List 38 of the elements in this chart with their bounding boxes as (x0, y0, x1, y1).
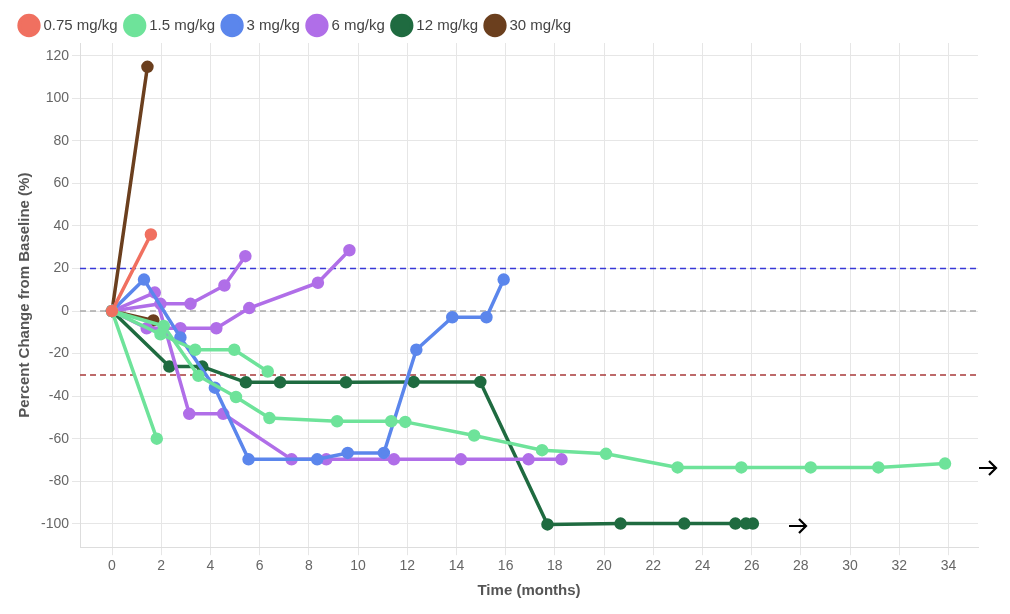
x-tick-label: 8 (304, 557, 313, 574)
x-tick-label: 16 (497, 557, 514, 574)
x-tick-label: 26 (743, 557, 760, 574)
x-tick-label: 0 (108, 557, 117, 574)
x-tick-label: 2 (157, 557, 166, 574)
x-tick-label: 6 (255, 557, 264, 574)
y-tick-label: 60 (53, 174, 70, 191)
y-tick-label: -60 (48, 429, 70, 446)
x-tick-label: 20 (596, 557, 613, 574)
y-tick-label: 80 (53, 131, 70, 148)
x-tick-label: 18 (547, 557, 563, 574)
legend-label: 6 mg/kg (331, 15, 385, 33)
y-tick-label: 40 (53, 216, 70, 233)
y-axis-title: Percent Change from Baseline (%) (15, 172, 33, 418)
x-tick-label: 10 (350, 557, 367, 574)
y-tick-label: -40 (48, 387, 70, 404)
x-tick-label: 22 (645, 557, 662, 574)
x-tick-label: 14 (448, 557, 465, 574)
legend-label: 30 mg/kg (509, 15, 572, 33)
x-axis-title: Time (months) (477, 581, 581, 599)
legend-label: 3 mg/kg (246, 15, 300, 33)
x-tick-label: 24 (694, 557, 711, 574)
x-tick-label: 34 (940, 557, 957, 574)
y-tick-label: -20 (48, 344, 70, 361)
x-tick-label: 32 (891, 557, 908, 574)
legend-label: 1.5 mg/kg (149, 15, 216, 33)
legend-label: 12 mg/kg (416, 15, 478, 33)
x-tick-label: 12 (399, 557, 416, 574)
y-tick-label: -80 (48, 472, 70, 489)
x-tick-label: 30 (842, 557, 859, 574)
x-tick-label: 4 (206, 557, 215, 574)
y-tick-label: 20 (53, 259, 70, 276)
x-tick-label: 28 (793, 557, 809, 574)
y-tick-label: 100 (45, 89, 70, 106)
legend-label: 0.75 mg/kg (43, 15, 118, 33)
y-tick-label: 0 (61, 301, 70, 318)
y-tick-label: -100 (40, 514, 70, 531)
y-tick-label: 120 (45, 46, 70, 63)
